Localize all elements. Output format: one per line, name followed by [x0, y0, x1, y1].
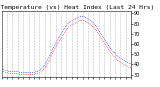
Title: Milw. Temperature (vs) Heat Index (Last 24 Hrs): Milw. Temperature (vs) Heat Index (Last …: [0, 5, 155, 10]
